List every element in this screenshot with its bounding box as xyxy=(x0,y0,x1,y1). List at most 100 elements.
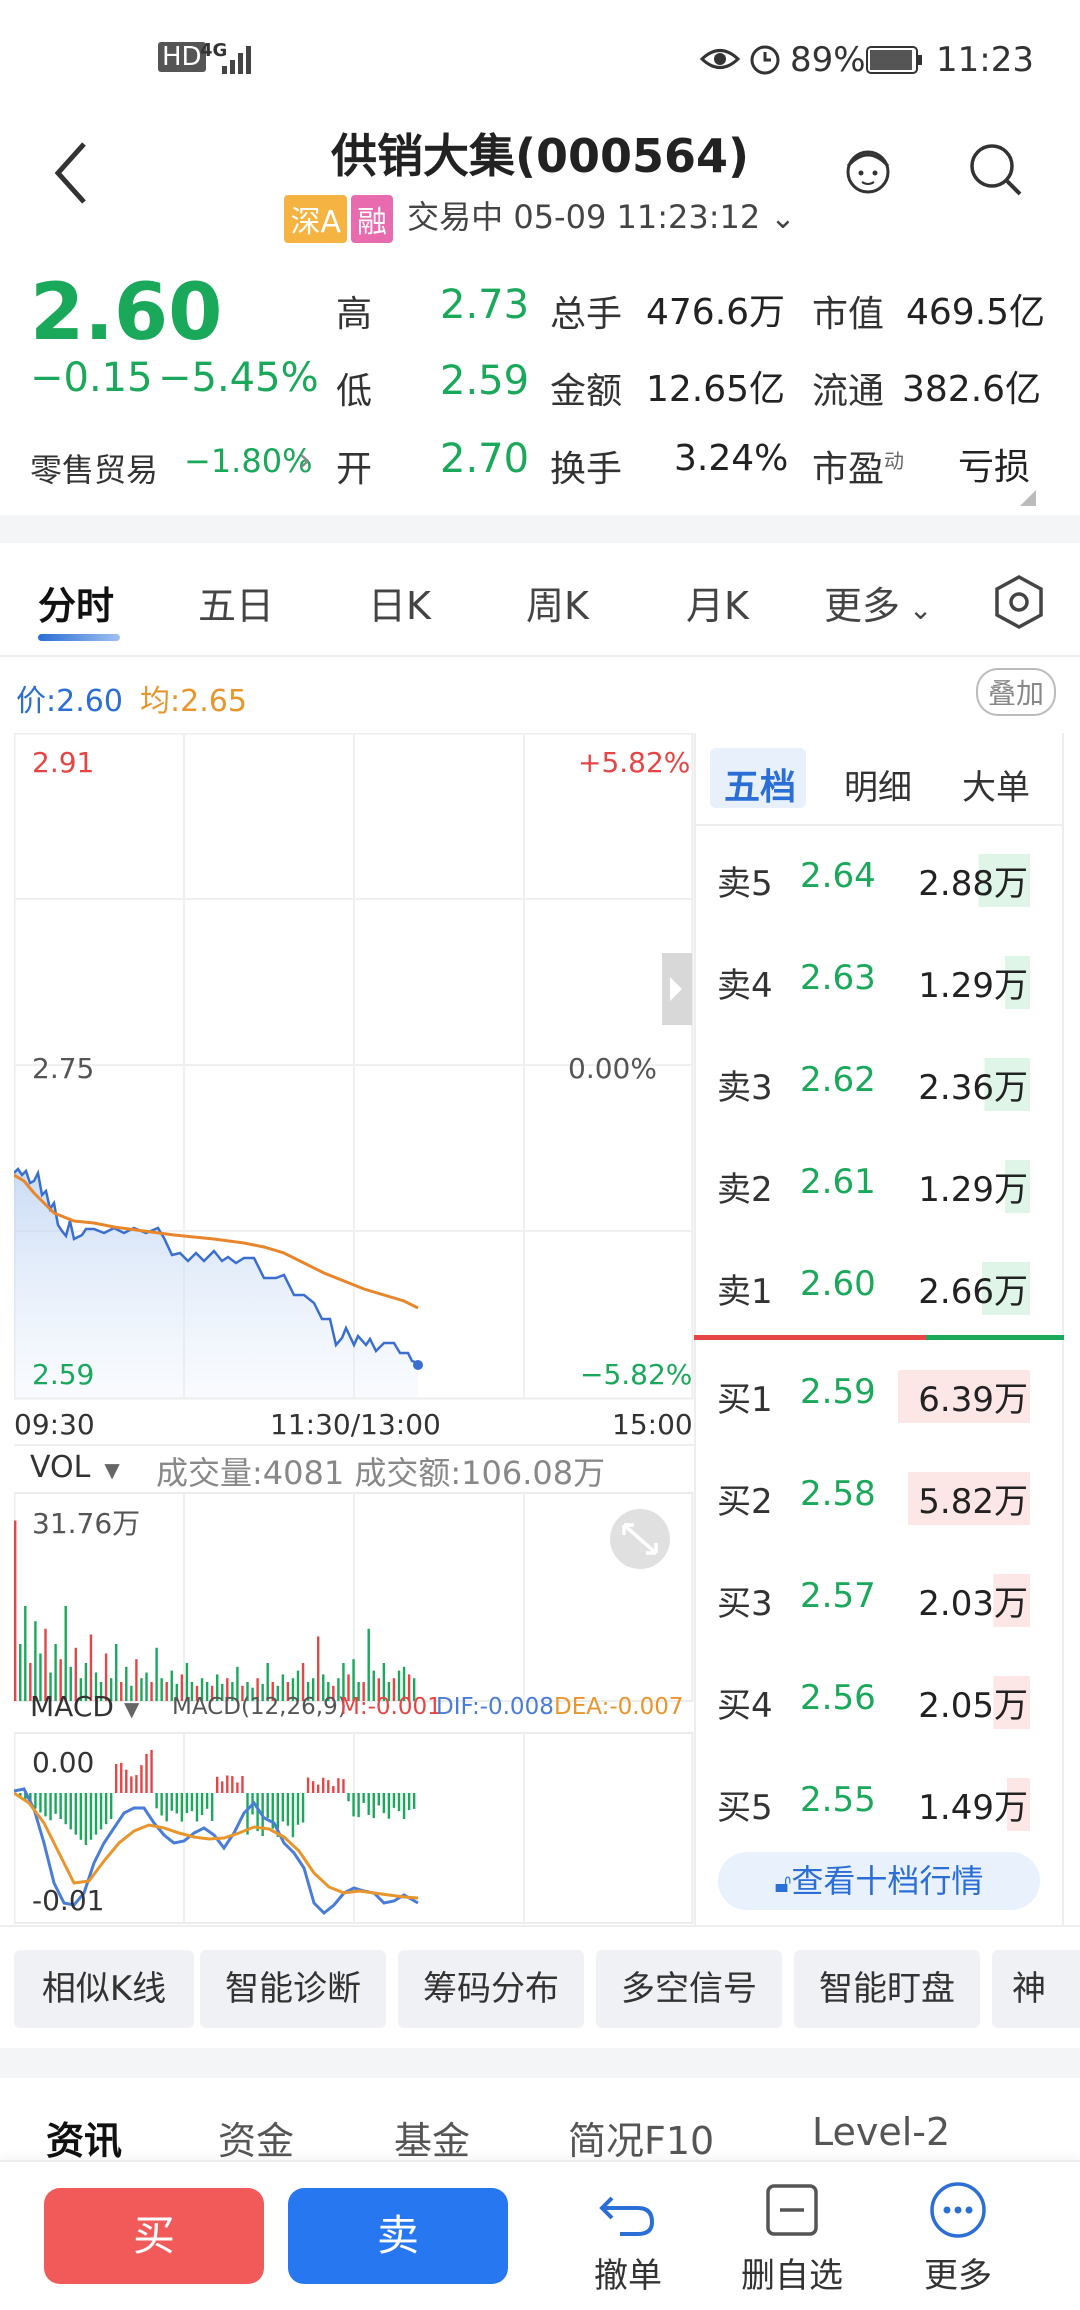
turnover-label: 换手 xyxy=(550,449,623,490)
order-book xyxy=(694,733,1064,1925)
volume-bar xyxy=(342,1663,345,1701)
volume-bar xyxy=(397,1670,401,1701)
tab-weekly-k[interactable]: 周K xyxy=(526,584,589,628)
settings-hex-icon[interactable] xyxy=(990,573,1048,631)
remove-watchlist-icon[interactable] xyxy=(764,2182,820,2238)
sell-button[interactable]: 卖 xyxy=(288,2188,508,2284)
volume-bar xyxy=(89,1634,93,1701)
corner-triangle-icon xyxy=(1020,490,1036,506)
volume-bar xyxy=(407,1674,411,1701)
volume-bar xyxy=(296,1670,300,1701)
volume-bar xyxy=(352,1659,355,1701)
ask-row-2[interactable]: 卖2 2.61 1.29万 xyxy=(695,1152,1040,1213)
bid-row-2[interactable]: 买2 2.58 5.82万 xyxy=(695,1464,1040,1525)
overlay-button[interactable]: 叠加 xyxy=(976,668,1057,716)
volume-bar xyxy=(210,1685,214,1701)
tab-more[interactable]: 更多 ⌄ xyxy=(824,584,933,628)
more-label[interactable]: 更多 xyxy=(924,2256,992,2296)
tab-daily-k[interactable]: 日K xyxy=(368,584,431,628)
ask-row-3[interactable]: 卖3 2.62 2.36万 xyxy=(695,1050,1040,1111)
chart-bottom-divider xyxy=(0,1925,1080,1927)
volume-bar xyxy=(286,1682,290,1701)
macd-bar xyxy=(226,1775,229,1793)
bid-row-3[interactable]: 买3 2.57 2.03万 xyxy=(695,1566,1040,1627)
undo-icon[interactable] xyxy=(598,2182,658,2238)
axis-mid-price: 2.75 xyxy=(32,1052,95,1085)
macd-params: MACD(12,26,9) xyxy=(172,1694,347,1720)
amount-value: 12.65亿 xyxy=(646,369,786,410)
volume-bar xyxy=(332,1685,335,1701)
clock: 11:23 xyxy=(936,40,1034,80)
bid-row-5[interactable]: 买5 2.55 1.49万 xyxy=(695,1770,1040,1831)
sector-pct[interactable]: −1.80% xyxy=(184,442,313,480)
volume-bar xyxy=(69,1666,72,1701)
ask-row-1[interactable]: 卖1 2.60 2.66万 xyxy=(695,1254,1040,1315)
ob-tab-five[interactable]: 五档 xyxy=(724,767,797,808)
more-dots-icon[interactable] xyxy=(928,2180,988,2240)
sector-name[interactable]: 零售贸易 xyxy=(30,451,159,489)
dea-line xyxy=(14,1791,419,1900)
volume-bar xyxy=(14,1520,17,1701)
macd-bar xyxy=(39,1793,42,1813)
ask-row-4[interactable]: 卖4 2.63 1.29万 xyxy=(695,948,1040,1009)
remove-watchlist-label[interactable]: 删自选 xyxy=(741,2256,843,2296)
volume-bar xyxy=(170,1670,173,1701)
volume-bar xyxy=(200,1678,204,1701)
tab-monthly-k[interactable]: 月K xyxy=(686,584,749,628)
legend-price: 价:2.60 xyxy=(16,684,123,719)
bid-row-4[interactable]: 买4 2.56 2.05万 xyxy=(695,1668,1040,1729)
search-icon[interactable] xyxy=(968,142,1024,198)
macd-bar xyxy=(79,1793,83,1840)
tool-long-short-signal[interactable]: 多空信号 xyxy=(596,1950,782,2028)
stock-title: 供销大集(000564) xyxy=(330,129,750,183)
macd-bar xyxy=(407,1793,411,1811)
macd-bar xyxy=(69,1793,72,1830)
tool-more-partial[interactable]: 神 xyxy=(992,1950,1080,2028)
macd-indicator-select[interactable]: MACD ▼ xyxy=(30,1690,140,1723)
volume-bar xyxy=(221,1683,224,1701)
last-price: 2.60 xyxy=(30,268,223,358)
macd-bar xyxy=(296,1793,300,1825)
volume-bar xyxy=(337,1678,340,1701)
chevron-down-icon[interactable]: ⌄ xyxy=(770,201,796,236)
macd-bar xyxy=(99,1793,103,1830)
volume-bar xyxy=(317,1636,320,1701)
macd-bar xyxy=(271,1793,274,1829)
assistant-avatar-icon[interactable] xyxy=(838,140,898,200)
axis-top-pct: +5.82% xyxy=(578,746,691,779)
open-label: 开 xyxy=(336,449,373,490)
tab-five-day[interactable]: 五日 xyxy=(198,584,275,628)
macd-bar xyxy=(246,1793,249,1835)
margin-tag: 融 xyxy=(350,195,393,243)
ob-tab-detail[interactable]: 明细 xyxy=(844,768,912,808)
cancel-order-label[interactable]: 撤单 xyxy=(594,2256,662,2296)
bid-row-1[interactable]: 买1 2.59 6.39万 xyxy=(695,1362,1040,1423)
back-icon[interactable] xyxy=(50,138,90,208)
news-tab-level2[interactable]: Level-2 xyxy=(812,2110,951,2154)
macd-bar xyxy=(34,1793,37,1809)
volume-bar xyxy=(165,1682,168,1701)
news-tab-fund[interactable]: 基金 xyxy=(394,2119,471,2163)
chevron-right-icon[interactable]: › xyxy=(298,440,312,480)
tool-similar-k[interactable]: 相似K线 xyxy=(14,1950,194,2028)
macd-bar xyxy=(180,1793,184,1822)
float-value: 382.6亿 xyxy=(902,369,1042,410)
buy-button[interactable]: 买 xyxy=(44,2188,264,2284)
vol-indicator-select[interactable]: VOL ▼ xyxy=(30,1450,120,1485)
news-tab-funds[interactable]: 资金 xyxy=(218,2119,295,2163)
ask-row-5[interactable]: 卖5 2.64 2.88万 xyxy=(695,846,1040,907)
open-value: 2.70 xyxy=(440,436,530,482)
tool-chip-distribution[interactable]: 筹码分布 xyxy=(398,1950,584,2028)
ob-tab-big[interactable]: 大单 xyxy=(962,768,1030,808)
ten-level-button[interactable]: 🔓︎查看十档行情 xyxy=(718,1852,1040,1910)
macd-bar xyxy=(74,1793,77,1835)
volume-bar xyxy=(266,1663,269,1701)
macd-bar xyxy=(306,1777,310,1793)
tab-intraday[interactable]: 分时 xyxy=(38,584,115,628)
tool-smart-watch[interactable]: 智能盯盘 xyxy=(794,1950,980,2028)
macd-bar xyxy=(120,1762,123,1793)
macd-bar xyxy=(165,1793,168,1822)
news-tab-f10[interactable]: 简况F10 xyxy=(568,2119,715,2163)
tool-smart-diagnosis[interactable]: 智能诊断 xyxy=(200,1950,386,2028)
news-tab-info[interactable]: 资讯 xyxy=(46,2119,123,2163)
